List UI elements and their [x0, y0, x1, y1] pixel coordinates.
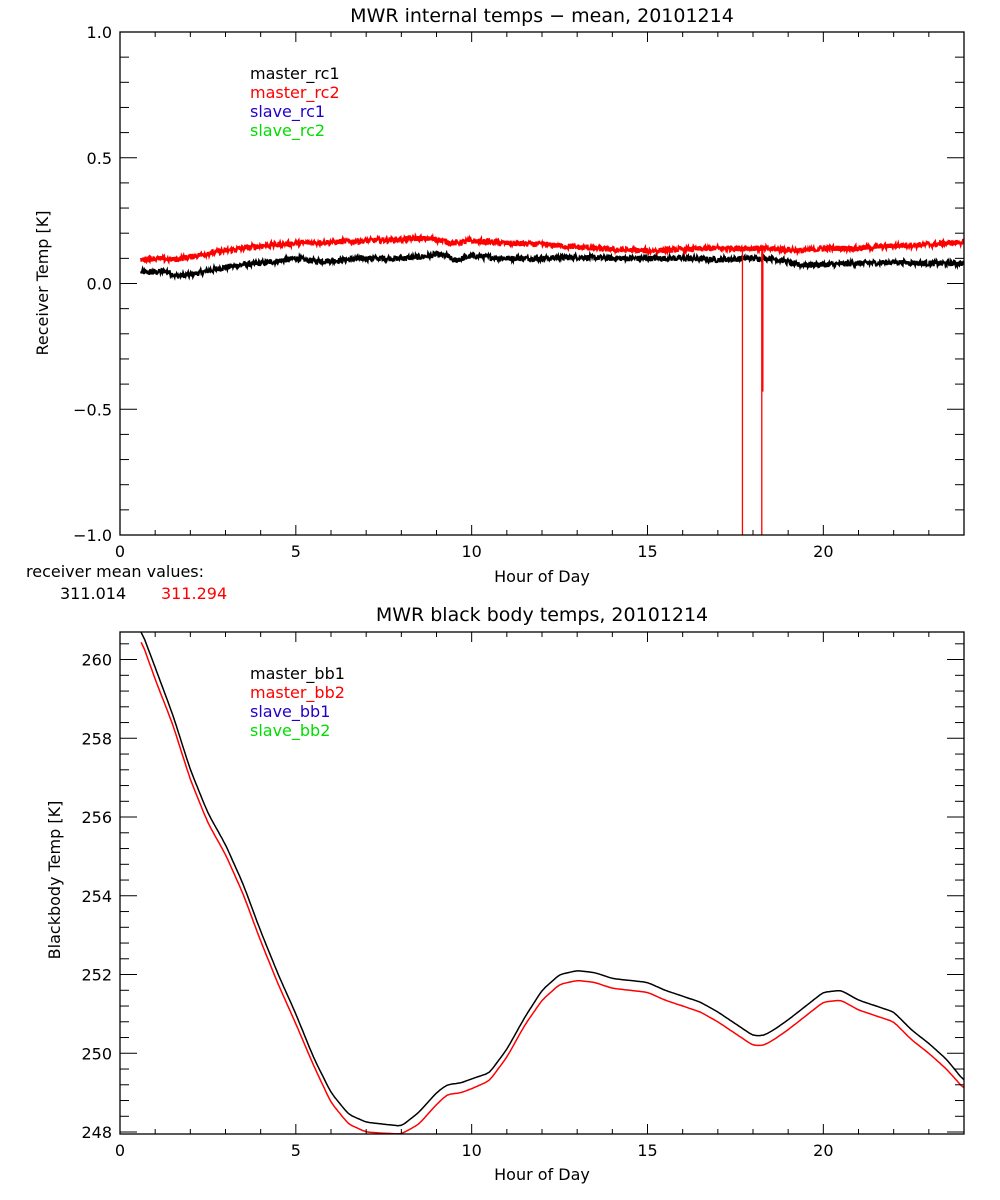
top-plot-frame — [119, 31, 965, 536]
y-tick-label: −0.5 — [73, 400, 112, 419]
x-tick-label: 20 — [813, 1141, 833, 1160]
bottom-chart: 0 5 10 15 20 248 250 252 254 256 258 260 — [81, 631, 965, 1160]
bottom-plot-frame — [119, 631, 965, 1135]
top-chart-title: MWR internal temps − mean, 20101214 — [350, 5, 734, 27]
bottom-series-group — [140, 632, 964, 1134]
y-tick-label: 260 — [81, 651, 112, 670]
bottom-chart-ylabel: Blackbody Temp [K] — [45, 801, 64, 960]
legend-item-slave_bb1: slave_bb1 — [250, 702, 330, 722]
top-chart-xlabel: Hour of Day — [494, 567, 590, 586]
y-tick-label: 250 — [81, 1044, 112, 1063]
x-tick-label: 10 — [461, 542, 481, 561]
x-tick-label: 10 — [461, 1141, 481, 1160]
legend-item-master_bb2: master_bb2 — [250, 683, 345, 703]
y-tick-label: 254 — [81, 887, 112, 906]
top-chart-ylabel: Receiver Temp [K] — [33, 210, 52, 355]
legend-item-master_rc1: master_rc1 — [250, 64, 340, 84]
x-tick-label: 20 — [813, 542, 833, 561]
y-tick-label: 0.0 — [87, 275, 112, 294]
top-chart: 0 5 10 15 20 −1.0 −0.5 0.0 0.5 1.0 — [73, 23, 965, 561]
receiver-mean-value-2: 311.294 — [161, 584, 227, 603]
x-tick-label: 0 — [115, 542, 125, 561]
bottom-chart-xlabel: Hour of Day — [494, 1165, 590, 1184]
y-tick-label: 1.0 — [87, 23, 112, 42]
receiver-mean-value-1: 311.014 — [60, 584, 126, 603]
x-tick-label: 5 — [291, 1141, 301, 1160]
series-line-master_bb1 — [140, 632, 964, 1127]
series-line-master_rc2 — [140, 232, 964, 265]
series-line-master_rc1 — [140, 249, 964, 281]
legend-item-master_bb1: master_bb1 — [250, 664, 345, 684]
y-tick-label: 0.5 — [87, 149, 112, 168]
y-tick-label: 248 — [81, 1123, 112, 1142]
y-tick-label: 256 — [81, 808, 112, 827]
legend-item-slave_bb2: slave_bb2 — [250, 721, 330, 741]
x-tick-label: 5 — [291, 542, 301, 561]
x-tick-label: 0 — [115, 1141, 125, 1160]
y-tick-label: 258 — [81, 729, 112, 748]
legend-item-slave_rc2: slave_rc2 — [250, 121, 325, 141]
y-tick-label: 252 — [81, 966, 112, 985]
series-line-master_bb2 — [140, 641, 964, 1134]
x-tick-label: 15 — [637, 542, 657, 561]
top-series-group — [140, 232, 964, 535]
legend-item-slave_rc1: slave_rc1 — [250, 102, 325, 122]
y-tick-label: −1.0 — [73, 526, 112, 545]
x-tick-label: 15 — [637, 1141, 657, 1160]
legend-item-master_rc2: master_rc2 — [250, 83, 340, 103]
receiver-mean-label: receiver mean values: — [26, 562, 204, 581]
bottom-chart-title: MWR black body temps, 20101214 — [376, 604, 708, 626]
